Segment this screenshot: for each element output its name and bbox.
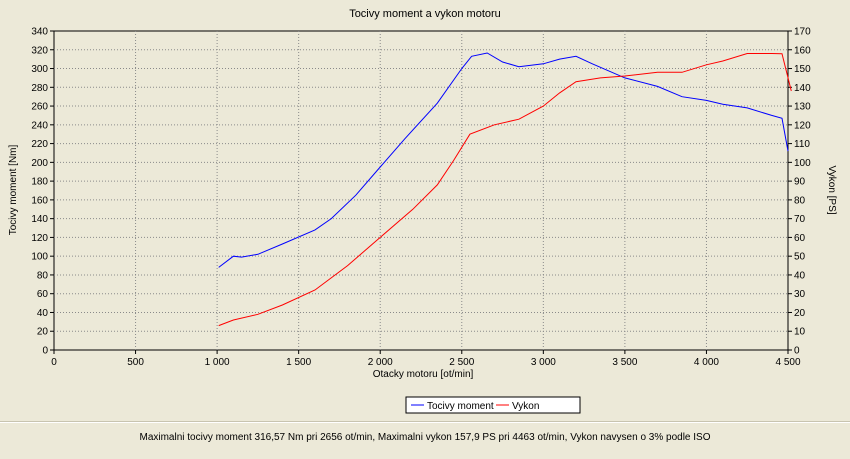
y-left-tick-label: 80 (37, 270, 49, 281)
x-tick-label: 3 500 (612, 357, 637, 368)
y-left-tick-label: 180 (31, 177, 48, 188)
y-left-tick-label: 160 (31, 195, 48, 206)
plot-area (53, 30, 789, 351)
x-tick-label: 3 000 (531, 357, 556, 368)
y-left-tick-label: 200 (31, 158, 48, 169)
y-right-tick-label: 120 (794, 120, 811, 131)
x-tick-label: 0 (51, 357, 57, 368)
grid (54, 31, 788, 350)
y-right-tick-label: 70 (794, 214, 806, 225)
chart: Tocivy moment a vykon motoru 0 500 1 000 1 … (8, 8, 837, 414)
series-layer (218, 52, 792, 327)
y-left-tick-label: 40 (37, 308, 49, 319)
y-right-tick-label: 130 (794, 102, 811, 113)
y-right-tick-label: 90 (794, 177, 806, 188)
y-left-tick-label: 60 (37, 289, 49, 300)
y-right-tick-label: 50 (794, 252, 806, 263)
series-line-torque (218, 52, 789, 268)
y-right-tick-label: 170 (794, 27, 811, 38)
x-tick-label: 500 (127, 357, 144, 368)
y-left-tick-label: 120 (31, 233, 48, 244)
y-left-tick-label: 220 (31, 139, 48, 150)
y-left-tick-label: 280 (31, 83, 48, 94)
y-right-tick-label: 60 (794, 233, 806, 244)
y-left-tick-label: 300 (31, 64, 48, 75)
y-right-tick-label: 110 (794, 139, 810, 150)
y-left-tick-label: 340 (31, 27, 48, 38)
y-right-tick-label: 140 (794, 83, 811, 94)
x-tick-label: 1 000 (205, 357, 230, 368)
y-right-tick-label: 80 (794, 195, 806, 206)
x-axis-label: Otacky motoru [ot/min] (373, 369, 474, 380)
x-tick-label: 2 000 (368, 357, 393, 368)
x-tick-label: 4 000 (694, 357, 719, 368)
y-right-tick-label: 20 (794, 308, 806, 319)
axis-ticks: 0 500 1 000 1 500 2 000 2 500 3 000 3 500 4 000 4… (31, 27, 811, 369)
legend-label-torque: Tocivy moment (427, 401, 494, 412)
series-line-power (218, 53, 792, 327)
y-right-tick-label: 40 (794, 270, 806, 281)
y-left-tick-label: 0 (42, 346, 48, 357)
x-tick-label: 2 500 (449, 357, 474, 368)
footer-separator (0, 421, 850, 423)
y-left-tick-label: 100 (31, 252, 48, 263)
y-right-tick-label: 30 (794, 289, 806, 300)
y-axis-label-right: Vykon [PS] (826, 165, 837, 214)
y-left-tick-label: 140 (31, 214, 48, 225)
y-right-tick-label: 150 (794, 64, 811, 75)
y-right-tick-label: 100 (794, 158, 811, 169)
y-left-tick-label: 260 (31, 102, 48, 113)
summary-text: Maximalni tocivy moment 316,57 Nm pri 26… (139, 432, 711, 443)
y-left-tick-label: 20 (37, 327, 49, 338)
chart-title: Tocivy moment a vykon motoru (349, 8, 501, 20)
y-right-tick-label: 10 (794, 327, 806, 338)
y-left-tick-label: 240 (31, 120, 48, 131)
y-right-tick-label: 160 (794, 45, 811, 56)
legend-label-power: Vykon (512, 401, 539, 412)
legend-box (405, 396, 581, 414)
y-right-tick-label: 0 (794, 346, 800, 357)
x-tick-label: 4 500 (775, 357, 800, 368)
y-axis-label-left: Tocivy moment [Nm] (8, 144, 19, 235)
x-tick-label: 1 500 (286, 357, 311, 368)
legend: Tocivy moment Vykon (405, 396, 581, 414)
y-left-tick-label: 320 (31, 45, 48, 56)
